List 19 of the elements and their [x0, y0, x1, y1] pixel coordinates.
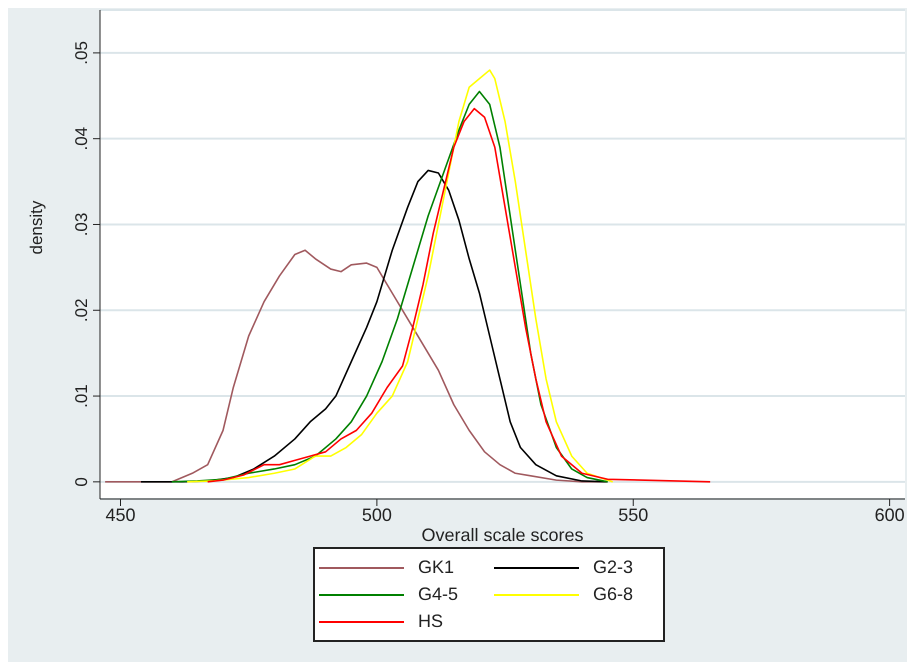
legend-label: G2-3 — [593, 557, 634, 578]
y-tick-label: .05 — [72, 41, 91, 65]
line-series — [140, 170, 608, 483]
y-tick-label: .04 — [72, 126, 91, 151]
line-series — [206, 108, 711, 483]
y-tick-label: .03 — [72, 212, 91, 236]
x-tick-label: 600 — [874, 504, 905, 525]
y-axis-title: density — [27, 200, 46, 254]
legend-label: GK1 — [418, 557, 454, 578]
y-tick-label: 0 — [72, 477, 91, 487]
legend-label: HS — [418, 611, 444, 632]
x-tick-label: 450 — [105, 504, 136, 525]
legend-label: G4-5 — [418, 584, 458, 605]
legend-label: G6-8 — [593, 584, 634, 605]
y-tick-label: .02 — [72, 298, 91, 322]
x-tick-label: 550 — [618, 504, 648, 525]
y-tick-label: .01 — [72, 384, 91, 408]
x-axis-title: Overall scale scores — [421, 525, 584, 545]
x-tick-label: 500 — [362, 504, 392, 525]
